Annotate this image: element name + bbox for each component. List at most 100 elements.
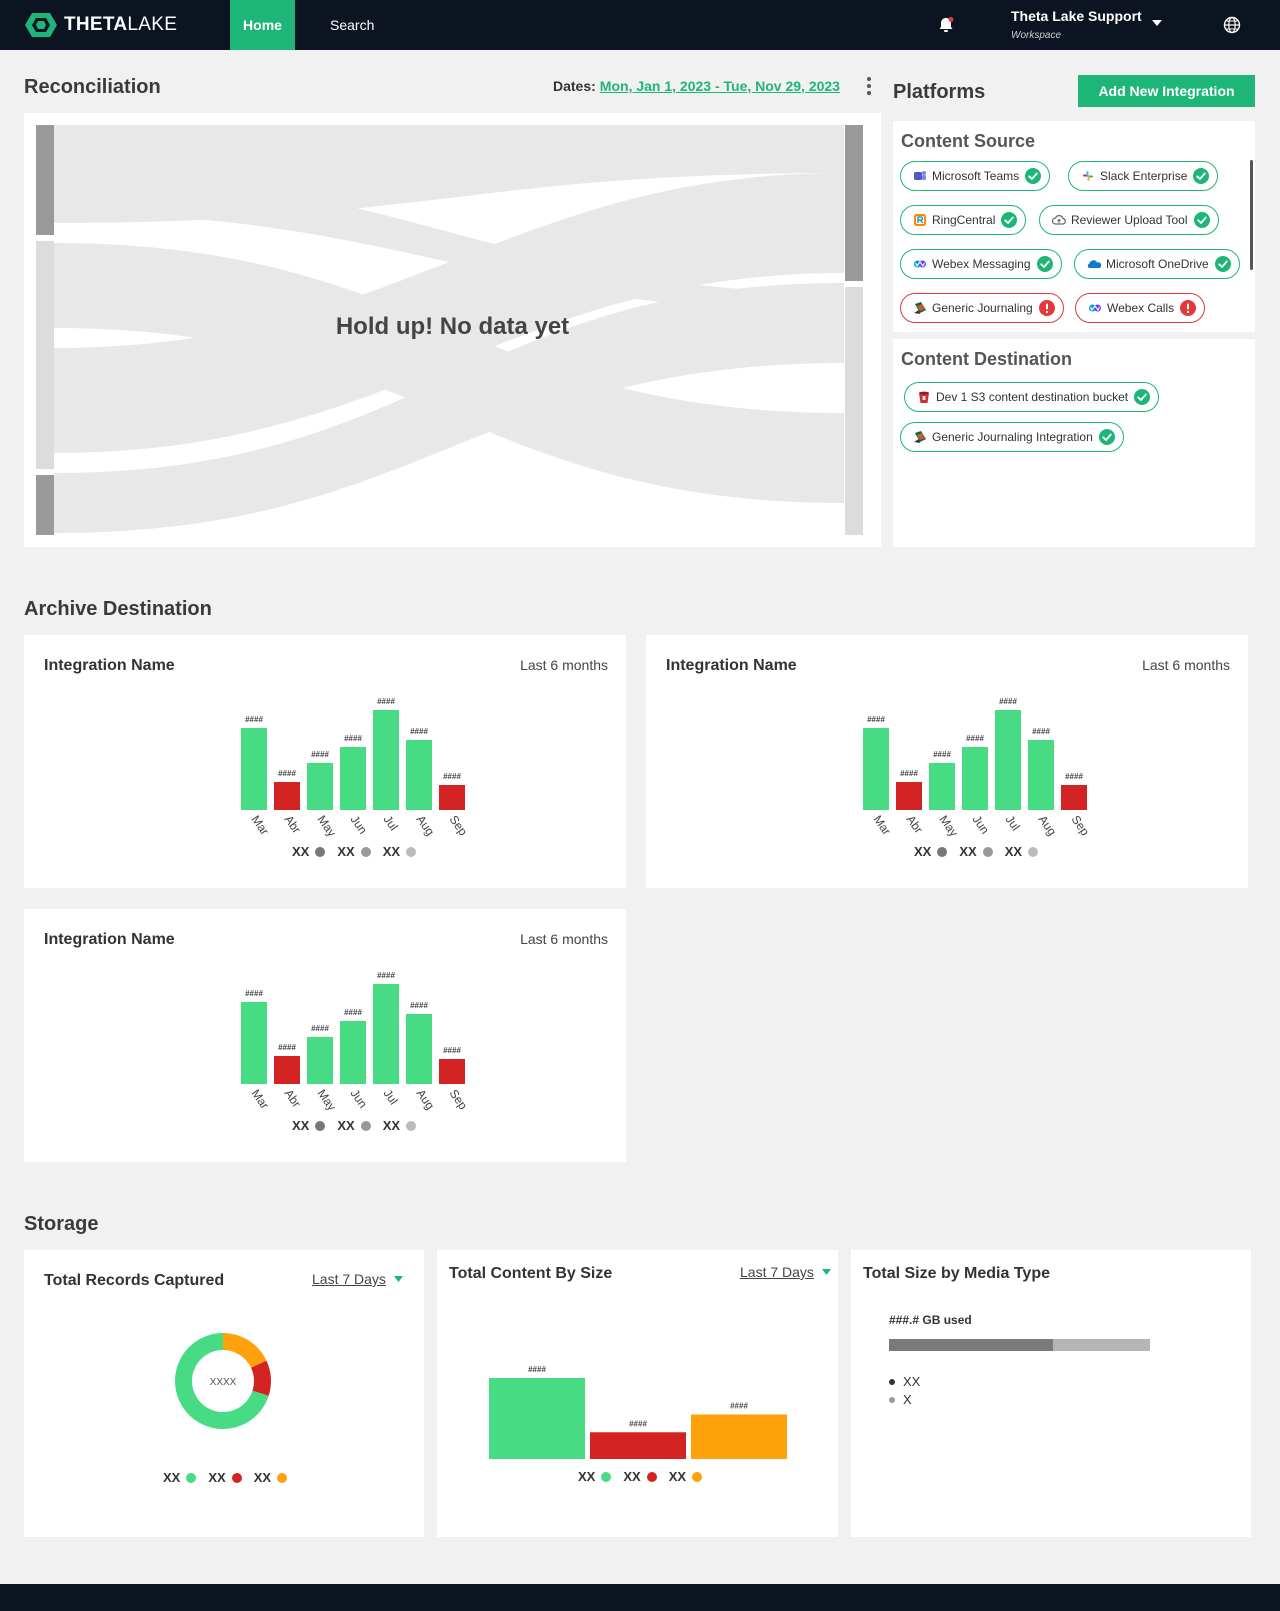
bar-value-label: #### [443, 1046, 461, 1055]
integration-chip[interactable]: Webex Calls [1075, 293, 1206, 323]
legend-dot [406, 1120, 417, 1131]
archive-card: Integration Name Last 6 months #### Mar ##… [646, 635, 1248, 888]
integration-chip-label: Generic Journaling [932, 301, 1033, 315]
error-circle-icon [1180, 300, 1197, 316]
x-tick-label: Jun [348, 1087, 371, 1111]
legend-dot [646, 1471, 657, 1482]
bar [489, 1378, 585, 1459]
footer-bar [0, 1584, 1280, 1611]
x-tick-label: Jul [381, 813, 401, 834]
archive-destination-title: Archive Destination [24, 598, 212, 620]
date-range-link[interactable]: Mon, Jan 1, 2023 - Tue, Nov 29, 2023 [599, 78, 840, 94]
content-size-range-dropdown[interactable]: Last 7 Days [740, 1264, 831, 1280]
legend-dot [889, 1396, 895, 1403]
integration-chip-label: Webex Calls [1107, 301, 1175, 315]
x-tick-label: Aug [414, 813, 438, 839]
bar-value-label: #### [1065, 772, 1083, 781]
legend-label: XX [163, 1470, 181, 1485]
brand-logo[interactable]: THETALAKE [24, 12, 177, 38]
globe-icon[interactable] [1223, 16, 1241, 34]
records-range-dropdown[interactable]: Last 7 Days [312, 1271, 403, 1287]
usage-label: ###.# GB used [889, 1313, 972, 1327]
archive-card-title: Integration Name [666, 657, 797, 674]
bar [863, 728, 889, 810]
content-size-range-value: Last 7 Days [740, 1264, 814, 1280]
x-tick-label: Mar [249, 813, 272, 838]
content-source-title: Content Source [901, 131, 1036, 151]
legend-label: XX [382, 1118, 401, 1133]
donut-center-label: XXXX [210, 1377, 237, 1388]
integration-chip-label: Generic Journaling Integration [932, 430, 1093, 444]
records-donut-chart: XXXX [175, 1333, 271, 1429]
onedrive-icon [1087, 260, 1101, 268]
integration-chip-label: RingCentral [932, 213, 996, 227]
cloud-upload-icon [1052, 215, 1066, 225]
legend-dot [1028, 846, 1039, 857]
bar-value-label: #### [999, 697, 1017, 706]
x-tick-label: Mar [871, 813, 894, 838]
content-source-scrollbar[interactable] [1250, 160, 1253, 270]
bar-value-label: #### [278, 1043, 296, 1052]
bar-value-label: #### [966, 734, 984, 743]
integration-chip[interactable]: Microsoft OneDrive [1074, 249, 1240, 279]
bar [373, 984, 399, 1084]
x-tick-label: May [315, 813, 339, 840]
bar [691, 1414, 787, 1459]
total-records-card: Total Records Captured Last 7 Days XXXX … [24, 1250, 424, 1537]
integration-chip[interactable]: Dev 1 S3 content destination bucket [904, 382, 1160, 412]
chevron-down-icon[interactable] [1152, 20, 1162, 26]
more-options-icon[interactable] [866, 76, 872, 96]
nav-home-tab[interactable]: Home [230, 0, 295, 50]
webex-icon [1089, 304, 1101, 312]
integration-chip[interactable]: Microsoft Teams [900, 161, 1051, 191]
x-tick-label: Sep [1069, 813, 1093, 839]
integration-chip[interactable]: Generic Journaling [900, 293, 1064, 323]
donut-slice [223, 1333, 267, 1368]
chart-legend: XX XX XX [914, 844, 1050, 859]
media-legend-item: XX [889, 1374, 920, 1389]
legend-dot [982, 846, 993, 857]
check-circle-icon [1134, 389, 1151, 405]
integration-chip[interactable]: Generic Journaling Integration [900, 422, 1124, 452]
legend-dot [231, 1472, 242, 1483]
integration-chip-label: Webex Messaging [932, 257, 1031, 271]
archive-card-range: Last 6 months [1142, 657, 1230, 673]
check-circle-icon [1193, 212, 1210, 228]
bar-value-label: #### [311, 1024, 329, 1033]
archive-card: Integration Name Last 6 months #### Mar ##… [24, 635, 626, 888]
bar [929, 763, 955, 810]
legend-dot [360, 846, 371, 857]
archive-bar-chart: #### Mar #### Abr #### May #### Jun #### Jul #### A… [241, 697, 471, 840]
archive-card: Integration Name Last 6 months #### Mar ##… [24, 909, 626, 1162]
legend-dot [889, 1378, 895, 1385]
platforms-title: Platforms [893, 81, 986, 103]
add-new-integration-button[interactable]: Add New Integration [1078, 75, 1255, 107]
nav-search-tab[interactable]: Search [330, 17, 375, 33]
legend-label: XX [668, 1469, 687, 1484]
integration-chip[interactable]: Reviewer Upload Tool [1039, 205, 1219, 235]
bar-value-label: #### [278, 769, 296, 778]
theta-lake-logo-icon [25, 13, 57, 37]
legend-label: XX [337, 844, 355, 859]
notification-bell-icon[interactable] [937, 16, 955, 34]
webex-icon [914, 260, 926, 268]
x-tick-label: Abr [282, 1087, 304, 1110]
bar-value-label: #### [1032, 727, 1050, 736]
integration-chip-label: Microsoft OneDrive [1106, 257, 1209, 271]
user-menu[interactable]: Theta Lake Support Workspace [1011, 8, 1142, 41]
error-circle-icon [1038, 300, 1055, 316]
legend-label: XX [914, 844, 932, 859]
legend-label: X [903, 1392, 912, 1407]
user-name: Theta Lake Support [1011, 8, 1142, 24]
integration-chip[interactable]: Slack Enterprise [1068, 161, 1219, 191]
chart-legend: XX XX XX [163, 1470, 299, 1485]
integration-chip[interactable]: Webex Messaging [900, 249, 1062, 279]
integration-chip[interactable]: RingCentral [900, 205, 1027, 235]
bar-value-label: #### [344, 1008, 362, 1017]
bar-value-label: #### [900, 769, 918, 778]
x-tick-label: Mar [249, 1087, 272, 1112]
x-tick-label: Jul [1003, 813, 1023, 834]
bar [1028, 740, 1054, 810]
x-tick-label: Sep [447, 813, 471, 839]
bar [307, 763, 333, 810]
